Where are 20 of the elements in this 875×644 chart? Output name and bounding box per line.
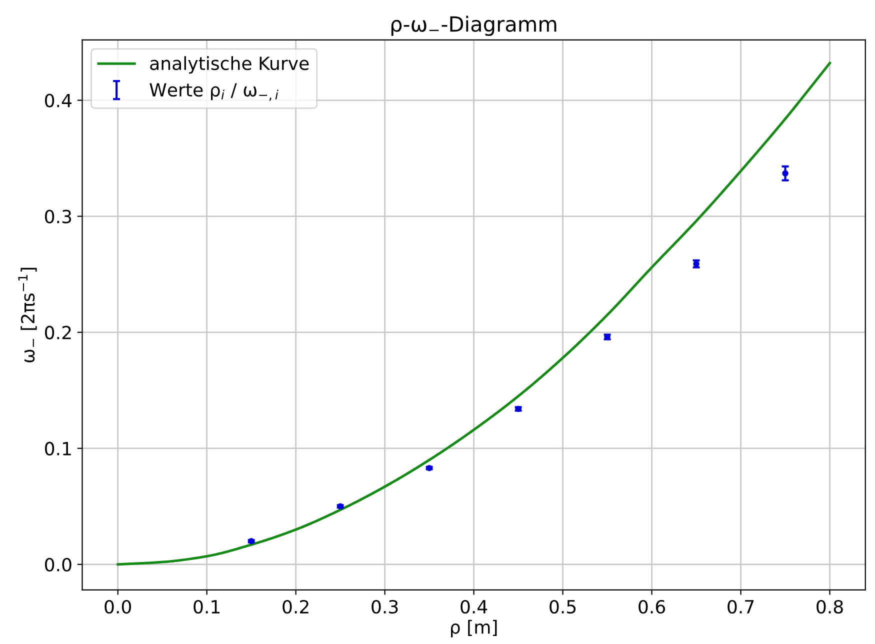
legend-label: Werte ρ$_{i}$ / ω$_{−,i}$ xyxy=(150,83,278,101)
x-tick-label: 0.7 xyxy=(728,600,754,614)
x-tick-label: 0.0 xyxy=(104,600,132,614)
y-tick-label: 0.0 xyxy=(45,558,72,572)
x-tick-label: 0.5 xyxy=(550,600,576,614)
x-tick-label: 0.1 xyxy=(194,600,220,614)
x-tick-label: 0.4 xyxy=(460,600,488,614)
y-tick-label: 0.4 xyxy=(45,94,72,108)
y-tick-label: 0.3 xyxy=(45,210,72,224)
x-tick-label: 0.8 xyxy=(816,600,843,614)
x-tick-label: 0.3 xyxy=(372,600,398,614)
chart-title: ρ-ω$_{−}$-Diagramm xyxy=(391,16,556,36)
y-tick-label: 0.1 xyxy=(45,442,71,456)
x-tick-label: 0.6 xyxy=(638,600,666,614)
y-tick-label: 0.2 xyxy=(45,326,71,340)
x-axis-title: ρ [m] xyxy=(451,620,497,638)
x-tick-label: 0.2 xyxy=(282,600,308,614)
legend-label: analytische Kurve xyxy=(150,56,309,74)
y-axis-title: ω$_{−}$ [2πs$^{−1}$] xyxy=(18,268,37,362)
point xyxy=(782,170,788,176)
